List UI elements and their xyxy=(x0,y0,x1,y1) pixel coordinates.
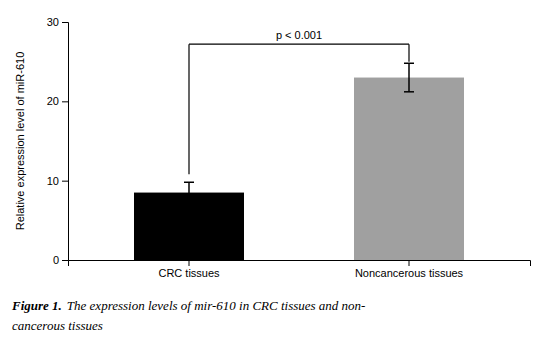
x-tick: CRC tissues xyxy=(158,260,220,279)
error-bar-cap xyxy=(404,63,414,65)
x-axis-line xyxy=(69,261,531,267)
x-tick-mark xyxy=(409,260,410,266)
caption-label: Figure 1. xyxy=(11,298,62,313)
x-tick-mark xyxy=(189,260,190,266)
y-axis-title: Relative expression level of miR-610 xyxy=(14,52,26,231)
pvalue-label: p < 0.001 xyxy=(276,29,322,41)
y-tick-label: 10 xyxy=(47,175,59,187)
error-bar-cap xyxy=(184,182,194,184)
y-tick: 10 xyxy=(47,175,68,187)
bar xyxy=(134,193,244,260)
caption-text: cancerous tissues xyxy=(12,318,103,333)
y-tick-mark xyxy=(62,181,68,182)
bracket-right xyxy=(408,44,409,61)
bracket-left xyxy=(188,44,189,174)
y-axis-line xyxy=(62,23,69,261)
y-tick-mark xyxy=(62,101,68,102)
x-tick: Noncancerous tissues xyxy=(355,260,464,279)
x-tick-label: Noncancerous tissues xyxy=(355,267,464,279)
x-tick-label: CRC tissues xyxy=(158,267,220,279)
chart: 0 10 20 30 CRC tissues Noncancerous tissues p … xyxy=(0,0,560,362)
error-bar xyxy=(404,63,414,92)
y-tick: 0 xyxy=(53,254,68,266)
y-tick-label: 20 xyxy=(47,95,59,107)
significance-bracket xyxy=(189,44,409,174)
caption-text: The expression levels of mir-610 in CRC … xyxy=(67,298,366,313)
plot: 0 10 20 30 CRC tissues Noncancerous tissues p … xyxy=(14,16,531,279)
error-bar-cap xyxy=(404,91,414,93)
bar xyxy=(354,78,464,260)
bracket-top xyxy=(189,44,409,45)
error-bar-cap xyxy=(184,202,194,204)
y-tick: 20 xyxy=(47,95,68,107)
y-tick-mark xyxy=(62,260,68,261)
y-tick-label: 0 xyxy=(53,254,59,266)
y-tick-mark xyxy=(62,22,68,23)
y-tick-label: 30 xyxy=(47,16,59,28)
y-tick: 30 xyxy=(47,16,68,28)
error-bar-stem xyxy=(188,182,190,203)
error-bar xyxy=(184,182,194,203)
error-bar-stem xyxy=(408,63,410,92)
x-axis: CRC tissues Noncancerous tissues xyxy=(69,260,531,279)
marks xyxy=(134,63,464,260)
y-axis: 0 10 20 30 xyxy=(47,16,69,266)
